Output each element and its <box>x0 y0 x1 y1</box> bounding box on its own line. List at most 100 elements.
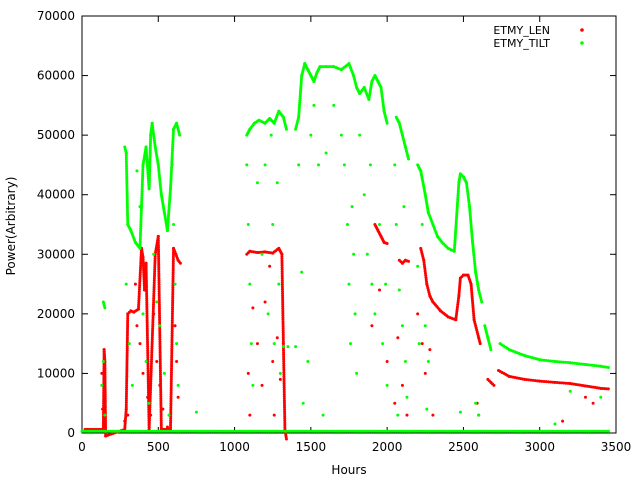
data-point <box>169 379 173 383</box>
data-point <box>293 429 297 433</box>
data-point <box>171 301 175 305</box>
data-point <box>139 207 143 211</box>
data-point <box>150 344 154 348</box>
data-point <box>405 429 409 433</box>
data-point <box>281 337 285 341</box>
data-point <box>159 390 163 394</box>
data-point <box>282 353 286 357</box>
data-point <box>321 429 325 433</box>
data-point <box>125 360 129 364</box>
data-point <box>156 239 160 243</box>
data-point <box>146 375 150 379</box>
data-point <box>151 303 155 307</box>
data-point <box>138 244 142 248</box>
data-point <box>158 346 162 350</box>
data-point <box>125 355 129 359</box>
data-point <box>159 416 163 420</box>
data-point <box>147 176 151 180</box>
data-point <box>171 146 175 150</box>
data-point <box>393 163 397 167</box>
data-point <box>575 361 579 365</box>
data-point <box>170 342 174 346</box>
data-point <box>566 361 570 365</box>
data-point <box>150 333 154 337</box>
data-point <box>98 429 102 433</box>
data-point <box>125 336 129 340</box>
data-point <box>505 429 509 433</box>
data-point <box>453 234 457 238</box>
y-tick-label: 40000 <box>37 188 75 202</box>
data-point <box>153 265 157 269</box>
data-point <box>394 429 398 433</box>
data-point <box>380 429 384 433</box>
data-point <box>426 360 430 364</box>
data-point <box>244 429 248 433</box>
data-point <box>103 419 107 423</box>
data-point <box>125 331 129 335</box>
data-point <box>159 401 163 405</box>
data-point <box>420 223 424 226</box>
data-point <box>546 359 550 363</box>
data-point <box>427 429 431 433</box>
data-point <box>353 312 357 316</box>
data-point <box>100 429 104 433</box>
data-point <box>323 429 327 433</box>
data-point <box>540 379 544 383</box>
data-point <box>591 401 595 405</box>
data-point <box>283 421 287 425</box>
data-point <box>115 429 119 433</box>
data-point <box>591 429 595 433</box>
data-point <box>247 429 251 433</box>
data-point <box>125 166 129 170</box>
data-point <box>255 429 259 433</box>
data-point <box>100 371 104 375</box>
data-point <box>91 429 95 433</box>
data-point <box>103 377 107 381</box>
data-point <box>126 413 130 417</box>
data-point <box>125 344 129 348</box>
data-point <box>424 429 428 433</box>
data-point <box>150 349 154 353</box>
data-point <box>588 363 592 367</box>
data-point <box>362 193 366 197</box>
data-point <box>570 361 574 365</box>
data-point <box>251 306 255 310</box>
data-point <box>179 429 183 433</box>
data-point <box>145 333 149 337</box>
data-point <box>145 320 149 324</box>
data-point <box>171 262 175 266</box>
data-point <box>416 264 420 268</box>
data-point <box>579 362 583 366</box>
data-point <box>170 321 174 325</box>
data-point <box>400 324 404 328</box>
data-point <box>170 310 174 314</box>
data-point <box>551 380 555 384</box>
data-point <box>148 416 152 420</box>
data-point <box>125 181 129 185</box>
data-point <box>149 366 153 370</box>
data-point <box>171 257 175 261</box>
data-point <box>606 429 610 433</box>
data-point <box>101 425 105 429</box>
data-point <box>281 322 285 326</box>
data-point <box>169 397 173 401</box>
data-point <box>281 294 285 298</box>
data-point <box>170 327 174 331</box>
data-point <box>171 266 175 270</box>
data-point <box>145 285 149 289</box>
data-point <box>148 161 152 165</box>
data-point <box>383 429 387 433</box>
data-point <box>416 429 420 433</box>
data-point <box>538 358 542 362</box>
data-point <box>281 309 285 313</box>
data-point <box>84 429 88 433</box>
data-point <box>166 429 170 433</box>
data-point <box>321 413 325 417</box>
data-point <box>527 378 531 382</box>
data-point <box>489 348 493 352</box>
data-point <box>103 397 107 401</box>
data-point <box>173 324 177 328</box>
data-point <box>138 272 142 276</box>
data-point <box>157 289 161 293</box>
data-point <box>148 146 152 150</box>
